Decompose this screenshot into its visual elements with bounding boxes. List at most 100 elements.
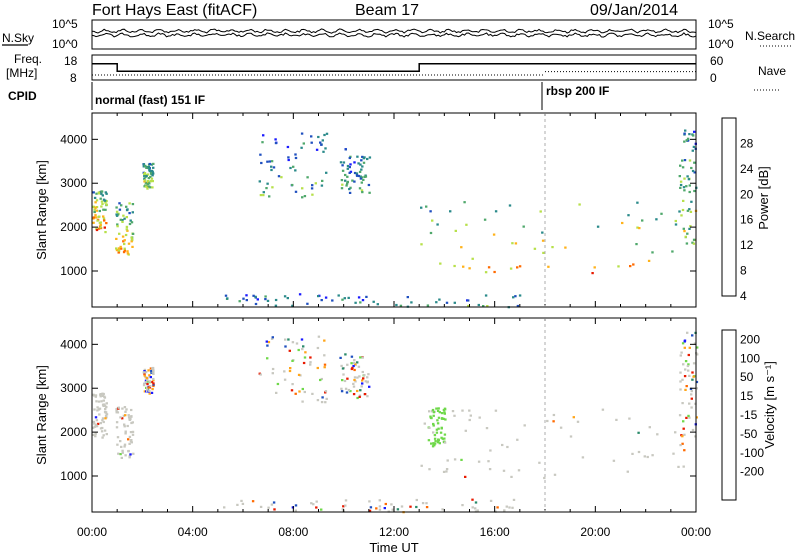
echo-cell — [695, 416, 698, 419]
echo-cell — [360, 181, 363, 184]
echo-cell — [267, 506, 270, 509]
echo-cell — [294, 153, 297, 156]
echo-cell — [152, 370, 155, 373]
echo-cell — [101, 417, 105, 420]
echo-cell — [130, 236, 133, 239]
echo-cell — [143, 368, 147, 371]
echo-cell — [464, 429, 467, 432]
echo-cell — [655, 218, 658, 221]
echo-cell — [679, 180, 683, 183]
echo-cell — [355, 172, 359, 175]
echo-cell — [100, 192, 103, 195]
echo-cell — [484, 271, 488, 274]
echo-cell — [694, 435, 697, 438]
echo-cell — [484, 294, 488, 297]
echo-cell — [687, 414, 690, 417]
echo-cell — [685, 185, 688, 188]
echo-cell — [119, 440, 122, 443]
echo-cell — [98, 407, 102, 410]
echo-cell — [692, 362, 696, 365]
echo-region — [678, 331, 699, 452]
echo-cell — [277, 175, 281, 178]
echo-cell — [435, 431, 439, 434]
echo-cell — [148, 389, 151, 393]
echo-cell — [349, 170, 353, 173]
echo-cell — [146, 187, 149, 190]
echo-cell — [292, 165, 295, 168]
echo-cell — [437, 407, 440, 410]
echo-cell — [152, 382, 155, 385]
echo-cell — [128, 435, 132, 438]
colorbar-tick-label: 15 — [740, 389, 754, 403]
echo-cell — [358, 187, 362, 190]
colorbar-tick-label: -200 — [740, 465, 764, 479]
echo-cell — [118, 232, 121, 235]
echo-cell — [268, 195, 271, 198]
echo-cell — [105, 203, 108, 206]
echo-cell — [523, 424, 526, 427]
echo-cell — [353, 361, 356, 365]
echo-cell — [578, 203, 581, 206]
echo-cell — [149, 179, 152, 183]
echo-cell — [297, 373, 301, 376]
echo-cell — [688, 190, 691, 194]
echo-cell — [271, 367, 275, 371]
echo-cell — [115, 247, 118, 250]
echo-cell — [346, 180, 349, 183]
echo-cell — [131, 245, 134, 248]
echo-cell — [432, 443, 435, 446]
echo-cell — [345, 184, 348, 187]
echo-cell — [95, 400, 98, 403]
echo-cell — [687, 369, 690, 372]
echo-cell — [449, 210, 452, 213]
echo-cell — [564, 246, 567, 249]
echo-cell — [692, 238, 696, 241]
echo-cell — [357, 162, 360, 165]
echo-cell — [99, 422, 102, 425]
echo-cell — [694, 402, 697, 405]
echo-cell — [514, 295, 517, 298]
echo-cell — [432, 411, 436, 414]
echo-cell — [436, 419, 439, 422]
echo-cell — [353, 359, 356, 362]
echo-cell — [353, 171, 357, 175]
echo-cell — [409, 505, 412, 508]
colorbar-tick-label: 24 — [740, 162, 754, 176]
echo-cell — [152, 172, 155, 175]
echo-cell — [105, 222, 108, 225]
echo-cell — [95, 209, 98, 212]
echo-cell — [126, 208, 129, 211]
noise-right-label: N.Search — [745, 29, 795, 43]
echo-cell — [150, 391, 154, 394]
echo-cell — [503, 509, 506, 512]
echo-cell — [679, 380, 682, 383]
echo-cell — [123, 445, 126, 448]
echo-cell — [660, 212, 663, 215]
echo-cell — [360, 168, 363, 171]
echo-cell — [346, 182, 349, 185]
echo-cell — [121, 449, 124, 452]
echo-cell — [102, 217, 106, 220]
echo-cell — [102, 420, 105, 424]
echo-cell — [241, 502, 245, 505]
echo-cell — [259, 153, 262, 156]
echo-cell — [264, 295, 267, 298]
echo-cell — [488, 468, 492, 471]
echo-cell — [366, 395, 369, 398]
echo-cell — [102, 208, 105, 211]
echo-cell — [301, 196, 304, 199]
echo-cell — [341, 379, 344, 382]
echo-cell — [99, 395, 102, 398]
echo-cell — [105, 192, 108, 195]
echo-cell — [349, 155, 352, 158]
echo-cell — [443, 433, 447, 436]
echo-cell — [92, 191, 95, 194]
echo-cell — [683, 339, 687, 342]
echo-cell — [116, 223, 119, 226]
echo-cell — [119, 416, 122, 419]
echo-cell — [306, 302, 309, 305]
echo-cell — [384, 502, 387, 506]
echo-cell — [494, 409, 498, 412]
echo-cell — [342, 161, 346, 164]
echo-cell — [149, 385, 152, 388]
